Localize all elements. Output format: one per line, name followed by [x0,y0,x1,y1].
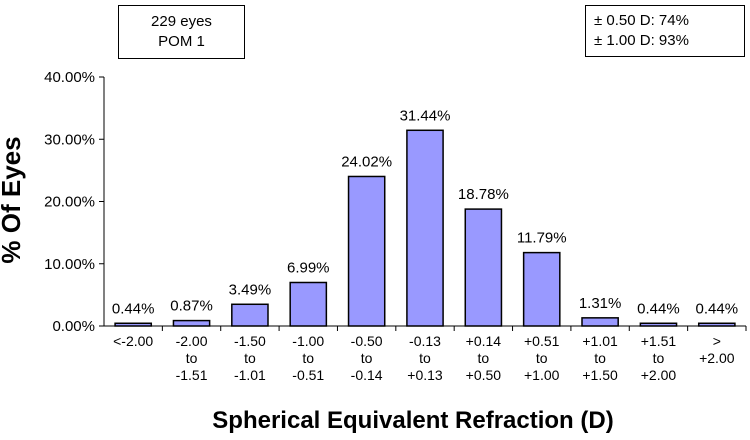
y-tick-label: 10.00% [44,256,95,273]
x-category-label: +0.51 to +1.00 [524,333,560,383]
x-category-label: +1.01 to +1.50 [582,333,618,383]
x-category-line: -0.13 [409,333,441,349]
accuracy-info-box: ± 0.50 D: 74% ± 1.00 D: 93% [585,5,745,57]
bar-value-label: 0.87% [170,298,213,315]
timepoint-text: POM 1 [158,33,205,50]
y-tick-label: 30.00% [44,131,95,148]
x-category-line: to [361,350,373,366]
x-category-label: -2.00 to -1.51 [176,333,208,383]
x-category-line: to [653,350,665,366]
x-axis-title: Spherical Equivalent Refraction (D) [212,407,613,434]
x-category-line: +1.50 [582,367,618,383]
x-category-line: +2.00 [699,350,735,366]
x-category-line: -0.14 [351,367,383,383]
x-category-label: <-2.00 [113,333,153,349]
x-category-line: +0.51 [524,333,560,349]
bar [172,319,211,327]
x-category-label: > +2.00 [699,333,735,366]
x-axis-categories: <-2.00 -2.00 to -1.51-1.50 to -1.01-1.00 to -0.… [113,326,747,383]
x-category-line: -1.50 [234,333,266,349]
bar-value-label: 0.44% [637,300,680,317]
x-category-line: <-2.00 [113,333,153,349]
bar-value-label: 3.49% [229,281,272,298]
y-axis-title: % Of Eyes [0,136,26,263]
bar [231,303,269,327]
x-category-label: -1.50 to -1.01 [234,333,266,383]
bar-value-label: 31.44% [400,107,451,124]
x-category-line: +1.01 [582,333,618,349]
bar [581,317,619,327]
x-category-line: +0.13 [407,367,443,383]
bar [406,129,444,327]
x-category-label: -1.00 to -0.51 [292,333,324,383]
accuracy-050-text: ± 0.50 D: 74% [594,12,689,29]
bar [289,281,328,327]
x-category-line: to [186,350,198,366]
accuracy-100-text: ± 1.00 D: 93% [594,32,689,49]
x-category-line: +1.51 [641,333,677,349]
y-axis-ticks: 0.00% 10.00% 20.00% 30.00% 40.00% [44,69,104,335]
y-tick-label: 20.00% [44,194,95,211]
bar-value-label: 11.79% [517,230,567,247]
x-category-line: to [478,350,490,366]
y-tick-label: 40.00% [44,69,95,86]
x-category-line: +1.00 [524,367,560,383]
x-category-line: -1.01 [234,367,266,383]
bar-value-label: 0.44% [696,300,739,317]
bar-value-label: 18.78% [458,186,509,203]
x-category-label: +0.14 to +0.50 [466,333,502,383]
x-category-line: > [713,333,721,349]
x-category-line: to [419,350,431,366]
x-category-line: -2.00 [176,333,208,349]
x-category-line: to [536,350,548,366]
x-category-line: -0.50 [351,333,383,349]
x-category-line: -1.51 [176,367,208,383]
x-category-line: +0.50 [466,367,502,383]
bar-value-label: 0.44% [112,300,155,317]
x-category-label: -0.50 to -0.14 [351,333,383,383]
x-category-label: -0.13 to +0.13 [407,333,443,383]
x-category-line: to [594,350,606,366]
data-labels: 0.44% 0.87% 3.49% 6.99% 24.02% 31.44% 18.78% 11… [112,107,738,317]
x-category-line: to [244,350,256,366]
bar [464,208,503,327]
x-category-line: +0.14 [466,333,502,349]
x-category-line: +2.00 [641,367,677,383]
bar [347,175,386,327]
sample-info-box: 229 eyes POM 1 [118,5,245,59]
bar-value-label: 6.99% [287,259,330,276]
x-category-label: +1.51 to +2.00 [641,333,677,383]
x-category-line: -1.00 [292,333,324,349]
x-category-line: -0.51 [292,367,324,383]
bar-value-label: 1.31% [579,295,622,312]
x-category-line: to [302,350,314,366]
bars [114,129,736,327]
bar [522,251,561,327]
y-tick-label: 0.00% [52,318,95,335]
sample-count-text: 229 eyes [151,13,212,30]
bar-value-label: 24.02% [341,153,392,170]
